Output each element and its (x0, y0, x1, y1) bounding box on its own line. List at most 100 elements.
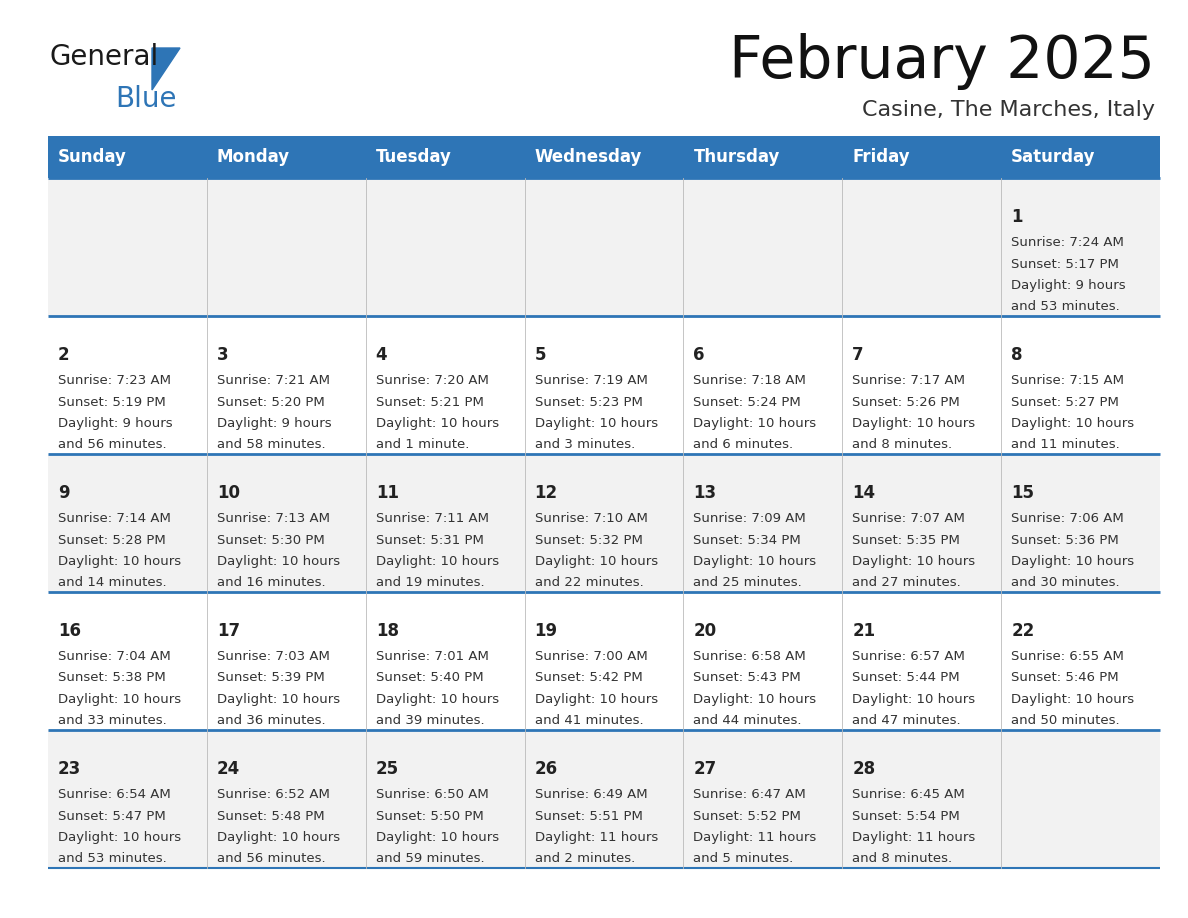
Text: 19: 19 (535, 622, 557, 640)
Text: Sunrise: 6:57 AM: Sunrise: 6:57 AM (852, 650, 965, 663)
Text: Daylight: 9 hours: Daylight: 9 hours (1011, 279, 1126, 292)
Bar (366, 316, 525, 454)
Bar (366, 136, 525, 178)
Text: Daylight: 10 hours: Daylight: 10 hours (217, 555, 340, 568)
Bar (683, 178, 842, 316)
Text: Sunset: 5:24 PM: Sunset: 5:24 PM (694, 396, 801, 409)
Text: Daylight: 11 hours: Daylight: 11 hours (535, 831, 658, 844)
Text: and 2 minutes.: and 2 minutes. (535, 853, 634, 866)
Text: Sunset: 5:42 PM: Sunset: 5:42 PM (535, 671, 643, 685)
Text: Sunrise: 6:52 AM: Sunrise: 6:52 AM (217, 788, 330, 801)
Text: and 58 minutes.: and 58 minutes. (217, 439, 326, 452)
Text: and 47 minutes.: and 47 minutes. (852, 714, 961, 727)
Text: Daylight: 10 hours: Daylight: 10 hours (58, 693, 181, 706)
Text: Daylight: 10 hours: Daylight: 10 hours (217, 693, 340, 706)
Bar (683, 316, 842, 454)
Text: Friday: Friday (852, 148, 910, 166)
Text: Sunset: 5:48 PM: Sunset: 5:48 PM (217, 810, 324, 823)
Text: and 19 minutes.: and 19 minutes. (375, 577, 485, 589)
Text: Daylight: 10 hours: Daylight: 10 hours (852, 417, 975, 430)
Text: Sunrise: 7:03 AM: Sunrise: 7:03 AM (217, 650, 330, 663)
Text: and 36 minutes.: and 36 minutes. (217, 714, 326, 727)
Bar (683, 730, 842, 868)
Text: 22: 22 (1011, 622, 1035, 640)
Bar (48, 592, 207, 730)
Text: Sunrise: 6:47 AM: Sunrise: 6:47 AM (694, 788, 807, 801)
Text: Sunset: 5:40 PM: Sunset: 5:40 PM (375, 671, 484, 685)
Text: Sunset: 5:51 PM: Sunset: 5:51 PM (535, 810, 643, 823)
Text: 1: 1 (1011, 208, 1023, 226)
Text: and 53 minutes.: and 53 minutes. (58, 853, 166, 866)
Bar (683, 136, 842, 178)
Text: 21: 21 (852, 622, 876, 640)
Bar (525, 730, 683, 868)
Text: Sunrise: 7:09 AM: Sunrise: 7:09 AM (694, 512, 807, 525)
Text: Daylight: 10 hours: Daylight: 10 hours (217, 831, 340, 844)
Text: 4: 4 (375, 346, 387, 364)
Text: Daylight: 10 hours: Daylight: 10 hours (1011, 555, 1135, 568)
Text: and 44 minutes.: and 44 minutes. (694, 714, 802, 727)
Text: 6: 6 (694, 346, 704, 364)
Text: Sunset: 5:43 PM: Sunset: 5:43 PM (694, 671, 801, 685)
Text: Sunset: 5:38 PM: Sunset: 5:38 PM (58, 671, 166, 685)
Text: and 41 minutes.: and 41 minutes. (535, 714, 643, 727)
Text: General: General (50, 43, 159, 71)
Text: and 56 minutes.: and 56 minutes. (58, 439, 166, 452)
Text: 20: 20 (694, 622, 716, 640)
Text: Sunset: 5:28 PM: Sunset: 5:28 PM (58, 533, 166, 546)
Bar (1001, 316, 1159, 454)
Text: Sunset: 5:35 PM: Sunset: 5:35 PM (852, 533, 960, 546)
Text: Daylight: 10 hours: Daylight: 10 hours (535, 417, 658, 430)
Text: Sunset: 5:36 PM: Sunset: 5:36 PM (1011, 533, 1119, 546)
Bar (366, 592, 525, 730)
Text: Daylight: 10 hours: Daylight: 10 hours (375, 417, 499, 430)
Bar (48, 316, 207, 454)
Text: Monday: Monday (217, 148, 290, 166)
Text: Sunrise: 7:19 AM: Sunrise: 7:19 AM (535, 374, 647, 387)
Text: Sunset: 5:19 PM: Sunset: 5:19 PM (58, 396, 166, 409)
Text: Sunrise: 6:58 AM: Sunrise: 6:58 AM (694, 650, 807, 663)
Text: Sunset: 5:47 PM: Sunset: 5:47 PM (58, 810, 166, 823)
Bar (842, 454, 1001, 592)
Bar (683, 454, 842, 592)
Text: Sunrise: 7:13 AM: Sunrise: 7:13 AM (217, 512, 330, 525)
Text: Sunset: 5:31 PM: Sunset: 5:31 PM (375, 533, 484, 546)
Text: Sunrise: 7:20 AM: Sunrise: 7:20 AM (375, 374, 488, 387)
Text: Sunrise: 7:00 AM: Sunrise: 7:00 AM (535, 650, 647, 663)
Text: 28: 28 (852, 760, 876, 778)
Text: and 16 minutes.: and 16 minutes. (217, 577, 326, 589)
Bar (525, 592, 683, 730)
Bar (525, 136, 683, 178)
Text: 27: 27 (694, 760, 716, 778)
Bar (842, 316, 1001, 454)
Text: Sunrise: 7:24 AM: Sunrise: 7:24 AM (1011, 236, 1124, 249)
Text: and 53 minutes.: and 53 minutes. (1011, 300, 1120, 314)
Text: Sunset: 5:52 PM: Sunset: 5:52 PM (694, 810, 801, 823)
Bar (366, 454, 525, 592)
Text: Sunset: 5:27 PM: Sunset: 5:27 PM (1011, 396, 1119, 409)
Text: Daylight: 9 hours: Daylight: 9 hours (217, 417, 331, 430)
Text: 10: 10 (217, 484, 240, 502)
Bar (842, 592, 1001, 730)
Text: and 11 minutes.: and 11 minutes. (1011, 439, 1120, 452)
Text: Sunrise: 7:15 AM: Sunrise: 7:15 AM (1011, 374, 1124, 387)
Text: and 27 minutes.: and 27 minutes. (852, 577, 961, 589)
Text: Sunset: 5:17 PM: Sunset: 5:17 PM (1011, 258, 1119, 271)
Text: 9: 9 (58, 484, 70, 502)
Text: Daylight: 10 hours: Daylight: 10 hours (535, 693, 658, 706)
Text: 13: 13 (694, 484, 716, 502)
Text: Sunset: 5:21 PM: Sunset: 5:21 PM (375, 396, 484, 409)
Text: Sunset: 5:20 PM: Sunset: 5:20 PM (217, 396, 324, 409)
Text: Sunset: 5:23 PM: Sunset: 5:23 PM (535, 396, 643, 409)
Text: Daylight: 10 hours: Daylight: 10 hours (58, 831, 181, 844)
Bar (1001, 592, 1159, 730)
Bar (207, 136, 366, 178)
Bar (683, 592, 842, 730)
Bar (207, 454, 366, 592)
Text: Sunset: 5:26 PM: Sunset: 5:26 PM (852, 396, 960, 409)
Bar (525, 454, 683, 592)
Text: Daylight: 10 hours: Daylight: 10 hours (1011, 693, 1135, 706)
Text: and 22 minutes.: and 22 minutes. (535, 577, 644, 589)
Bar (207, 178, 366, 316)
Text: and 8 minutes.: and 8 minutes. (852, 439, 953, 452)
